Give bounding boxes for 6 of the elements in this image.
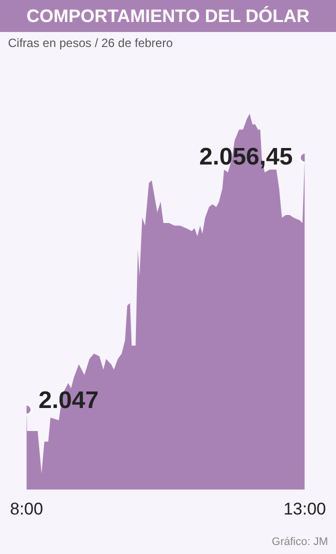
data-label: 2.056,45: [199, 143, 293, 170]
chart-title: COMPORTAMIENTO DEL DÓLAR: [0, 0, 336, 32]
chart-subtitle: Cifras en pesos / 26 de febrero: [8, 36, 173, 50]
x-tick-label: 13:00: [283, 499, 326, 518]
annotation: Gráfico: JM: [272, 536, 328, 548]
x-tick-label: 8:00: [10, 499, 44, 518]
